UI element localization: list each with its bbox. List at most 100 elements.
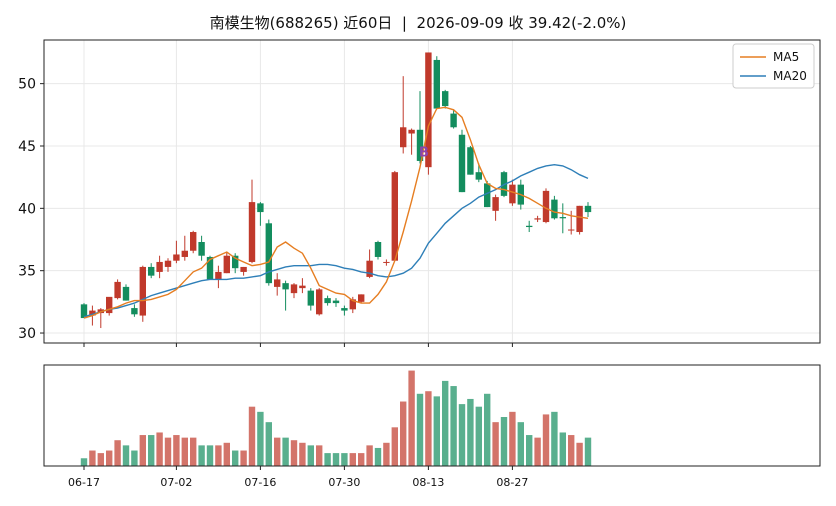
candle	[341, 305, 348, 316]
y-tick-label: 40	[18, 201, 36, 217]
volume-bar	[467, 398, 474, 466]
candle	[282, 280, 289, 311]
candle	[265, 219, 272, 286]
volume-bar	[584, 437, 592, 466]
candle	[450, 109, 457, 129]
candle-body	[282, 283, 289, 290]
volume-bar	[484, 393, 491, 466]
volume-bar	[80, 458, 88, 466]
candle-body	[173, 254, 180, 261]
candle	[114, 279, 121, 300]
grid-lines	[44, 40, 820, 343]
candle-body	[190, 232, 197, 251]
candle-body	[400, 127, 407, 148]
volume-bar	[492, 422, 499, 466]
candle-body	[559, 217, 566, 219]
candle	[223, 251, 230, 274]
volume-bar	[223, 442, 230, 466]
candle	[173, 240, 180, 264]
volume-bar	[139, 435, 146, 466]
volume-bar	[341, 453, 348, 466]
candle	[534, 215, 541, 223]
legend-ma5-label: MA5	[773, 50, 799, 64]
y-tick-label: 45	[18, 139, 36, 155]
candle	[324, 295, 331, 306]
volume-bar	[391, 427, 398, 466]
candle-body	[122, 286, 130, 301]
volume-bar	[282, 437, 289, 466]
candle	[425, 52, 432, 175]
volume-bar	[542, 414, 550, 466]
candle-body	[416, 129, 424, 161]
candle	[80, 303, 88, 319]
candle-body	[164, 260, 172, 267]
volume-bar	[551, 411, 558, 466]
candle-body	[265, 223, 272, 284]
candles	[80, 52, 592, 329]
volume-bar	[526, 435, 533, 466]
candle-body	[458, 134, 466, 193]
candle-body	[274, 279, 281, 287]
candle-body	[349, 299, 356, 310]
volume-bar	[509, 411, 516, 466]
candle-body	[408, 129, 415, 134]
candle-body	[232, 255, 239, 269]
volume-bar	[198, 445, 205, 466]
candle-body	[181, 250, 188, 257]
candle-body	[576, 205, 583, 233]
candle-body	[198, 242, 205, 256]
volume-bar	[240, 450, 247, 466]
candle	[164, 258, 172, 272]
y-tick-label: 35	[18, 264, 36, 280]
candle	[542, 188, 550, 224]
volume-bar	[475, 406, 482, 466]
candle	[181, 235, 188, 261]
volume-bar	[248, 406, 256, 466]
candle-body	[425, 52, 432, 168]
candle-body	[139, 266, 146, 316]
volume-bar	[349, 453, 356, 466]
volume-bar	[416, 393, 424, 466]
candle	[198, 235, 205, 261]
candle	[240, 266, 247, 276]
candle	[232, 253, 239, 274]
legend: MA5 MA20	[732, 43, 815, 89]
legend-ma20-label: MA20	[773, 69, 807, 83]
candle	[568, 210, 575, 235]
candle-body	[156, 261, 163, 272]
candle	[442, 89, 449, 109]
candle-body	[584, 205, 592, 213]
volume-bar	[232, 450, 239, 466]
candle-body	[332, 300, 340, 304]
candle-body	[551, 199, 558, 219]
volume-bar	[374, 447, 382, 466]
candle-body	[257, 203, 264, 213]
volume-bar	[316, 445, 323, 466]
volume-bar	[366, 445, 373, 466]
candle	[299, 278, 306, 294]
x-tick-label: 07-02	[160, 476, 192, 489]
volume-bar	[148, 435, 155, 466]
volume-bar	[215, 445, 222, 466]
chart-title: 南模生物(688265) 近60日 | 2026-09-09 收 39.42(-…	[209, 14, 627, 32]
candle	[559, 203, 566, 234]
candle-body	[89, 310, 96, 316]
candle	[383, 259, 390, 266]
candle	[408, 128, 415, 155]
x-tick-label: 08-27	[496, 476, 528, 489]
candle	[584, 202, 592, 218]
candle	[190, 230, 197, 254]
candle-body	[442, 91, 449, 107]
candle-body	[206, 256, 214, 280]
candle	[576, 205, 583, 235]
candle	[458, 129, 466, 193]
candle-body	[526, 225, 533, 228]
candle	[139, 265, 146, 322]
volume-bar	[106, 450, 113, 466]
price-panel-frame	[43, 39, 821, 344]
volume-bar	[257, 411, 264, 466]
candle	[349, 296, 356, 314]
volume-bar	[122, 445, 130, 466]
candle	[307, 288, 314, 311]
